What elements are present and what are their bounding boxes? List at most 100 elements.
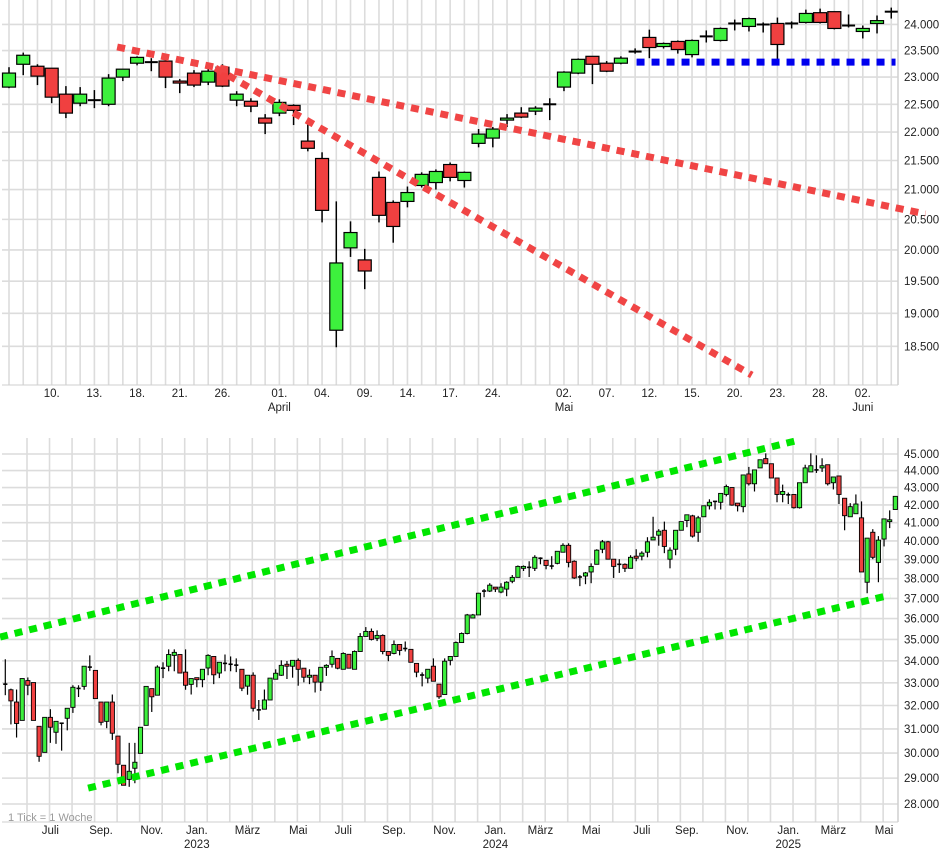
candle [70, 685, 76, 713]
candle [137, 726, 144, 754]
candle-body-up [129, 56, 145, 64]
candle-body-up [594, 549, 600, 565]
candle-body-up [81, 665, 87, 687]
candle [689, 514, 696, 538]
y-tick-label: 21.500 [904, 155, 939, 167]
candle [19, 678, 25, 721]
candle-body-up [853, 503, 859, 515]
candle [87, 90, 101, 109]
candle [261, 689, 267, 710]
candle-body-down [8, 689, 14, 702]
candle [538, 557, 543, 565]
candle-body-down [599, 62, 614, 72]
candle [400, 186, 415, 208]
x-tick-label: März [528, 825, 554, 837]
candle-body-up [471, 133, 486, 144]
candle [613, 56, 628, 65]
interval-note: 1 Tick = 1 Woche [8, 812, 92, 824]
candle [699, 30, 713, 43]
candle [374, 630, 380, 642]
candle [368, 628, 374, 641]
candle [858, 501, 865, 573]
x-tick-sublabel: April [268, 402, 291, 414]
candle-body-up [499, 117, 515, 121]
candle-body-down [813, 12, 828, 24]
candle-body-up [447, 655, 453, 661]
candle [588, 563, 594, 584]
candle-body-up [171, 651, 177, 656]
candle [881, 518, 887, 547]
candle-body-down [284, 663, 290, 667]
candle-body-up [70, 686, 76, 708]
candle [8, 688, 14, 725]
candle-body-down [385, 651, 391, 656]
candle [92, 669, 98, 700]
candle-body-down [58, 93, 74, 114]
candle-body-up [684, 514, 690, 521]
candle-body-up [684, 39, 700, 56]
candle-body-up [656, 530, 662, 536]
candle [611, 558, 617, 578]
candle [543, 559, 549, 570]
candle [482, 589, 487, 598]
candle [329, 650, 335, 668]
candle-body-up [887, 519, 893, 523]
candle-body-down [250, 674, 256, 709]
candle [728, 19, 742, 31]
candle [160, 662, 166, 679]
y-tick-label: 34.000 [904, 656, 939, 668]
candle [403, 641, 408, 652]
candle [757, 459, 763, 469]
x-tick-sublabel: Juni [852, 402, 873, 414]
candle-body-down [842, 497, 848, 517]
candle [798, 9, 813, 24]
candle-body-up [137, 726, 144, 754]
candle-body-up [115, 68, 130, 78]
candle [836, 475, 842, 505]
candle [802, 464, 808, 484]
candle [830, 476, 836, 490]
x-tick-label: Jan. [484, 825, 506, 837]
candle-body-down [585, 55, 600, 65]
candle-body-up [613, 57, 628, 64]
candle [391, 640, 397, 655]
candle [129, 56, 145, 66]
trendline [116, 43, 927, 218]
x-tick-label: Jan. [186, 825, 208, 837]
candle-body-up [351, 651, 358, 670]
candle-body-up [656, 42, 671, 48]
candle [560, 543, 566, 553]
y-tick-label: 23.500 [904, 46, 939, 58]
candle-body-down [633, 555, 639, 559]
candle-body-down [622, 563, 628, 569]
candle [492, 586, 498, 593]
candle [847, 503, 853, 518]
candle [763, 453, 769, 465]
candle-body-down [870, 531, 876, 558]
candle [284, 660, 290, 680]
x-tick-label: Jan. [777, 825, 799, 837]
y-tick-label: 31.000 [904, 724, 939, 736]
candle [509, 575, 515, 584]
candle-body-up [673, 529, 679, 550]
candle-body-up [457, 171, 472, 182]
candle-body-down [211, 655, 217, 676]
candle-body-down [314, 157, 330, 211]
candle-body-down [611, 558, 617, 567]
candle-body-down [194, 677, 200, 681]
candle [628, 555, 634, 569]
candle-body-down [514, 112, 529, 118]
candle-body-down [121, 764, 127, 786]
candle-body-down [768, 463, 774, 479]
candle [827, 11, 842, 30]
y-tick-label: 32.000 [904, 700, 939, 712]
y-tick-label: 30.000 [904, 748, 939, 760]
candle-body-up [464, 614, 470, 634]
candle [642, 29, 657, 59]
candle [186, 70, 202, 88]
candle [797, 482, 803, 509]
y-tick-label: 37.000 [904, 593, 939, 605]
candle [485, 127, 500, 148]
candle [791, 493, 797, 509]
candle [351, 650, 358, 670]
